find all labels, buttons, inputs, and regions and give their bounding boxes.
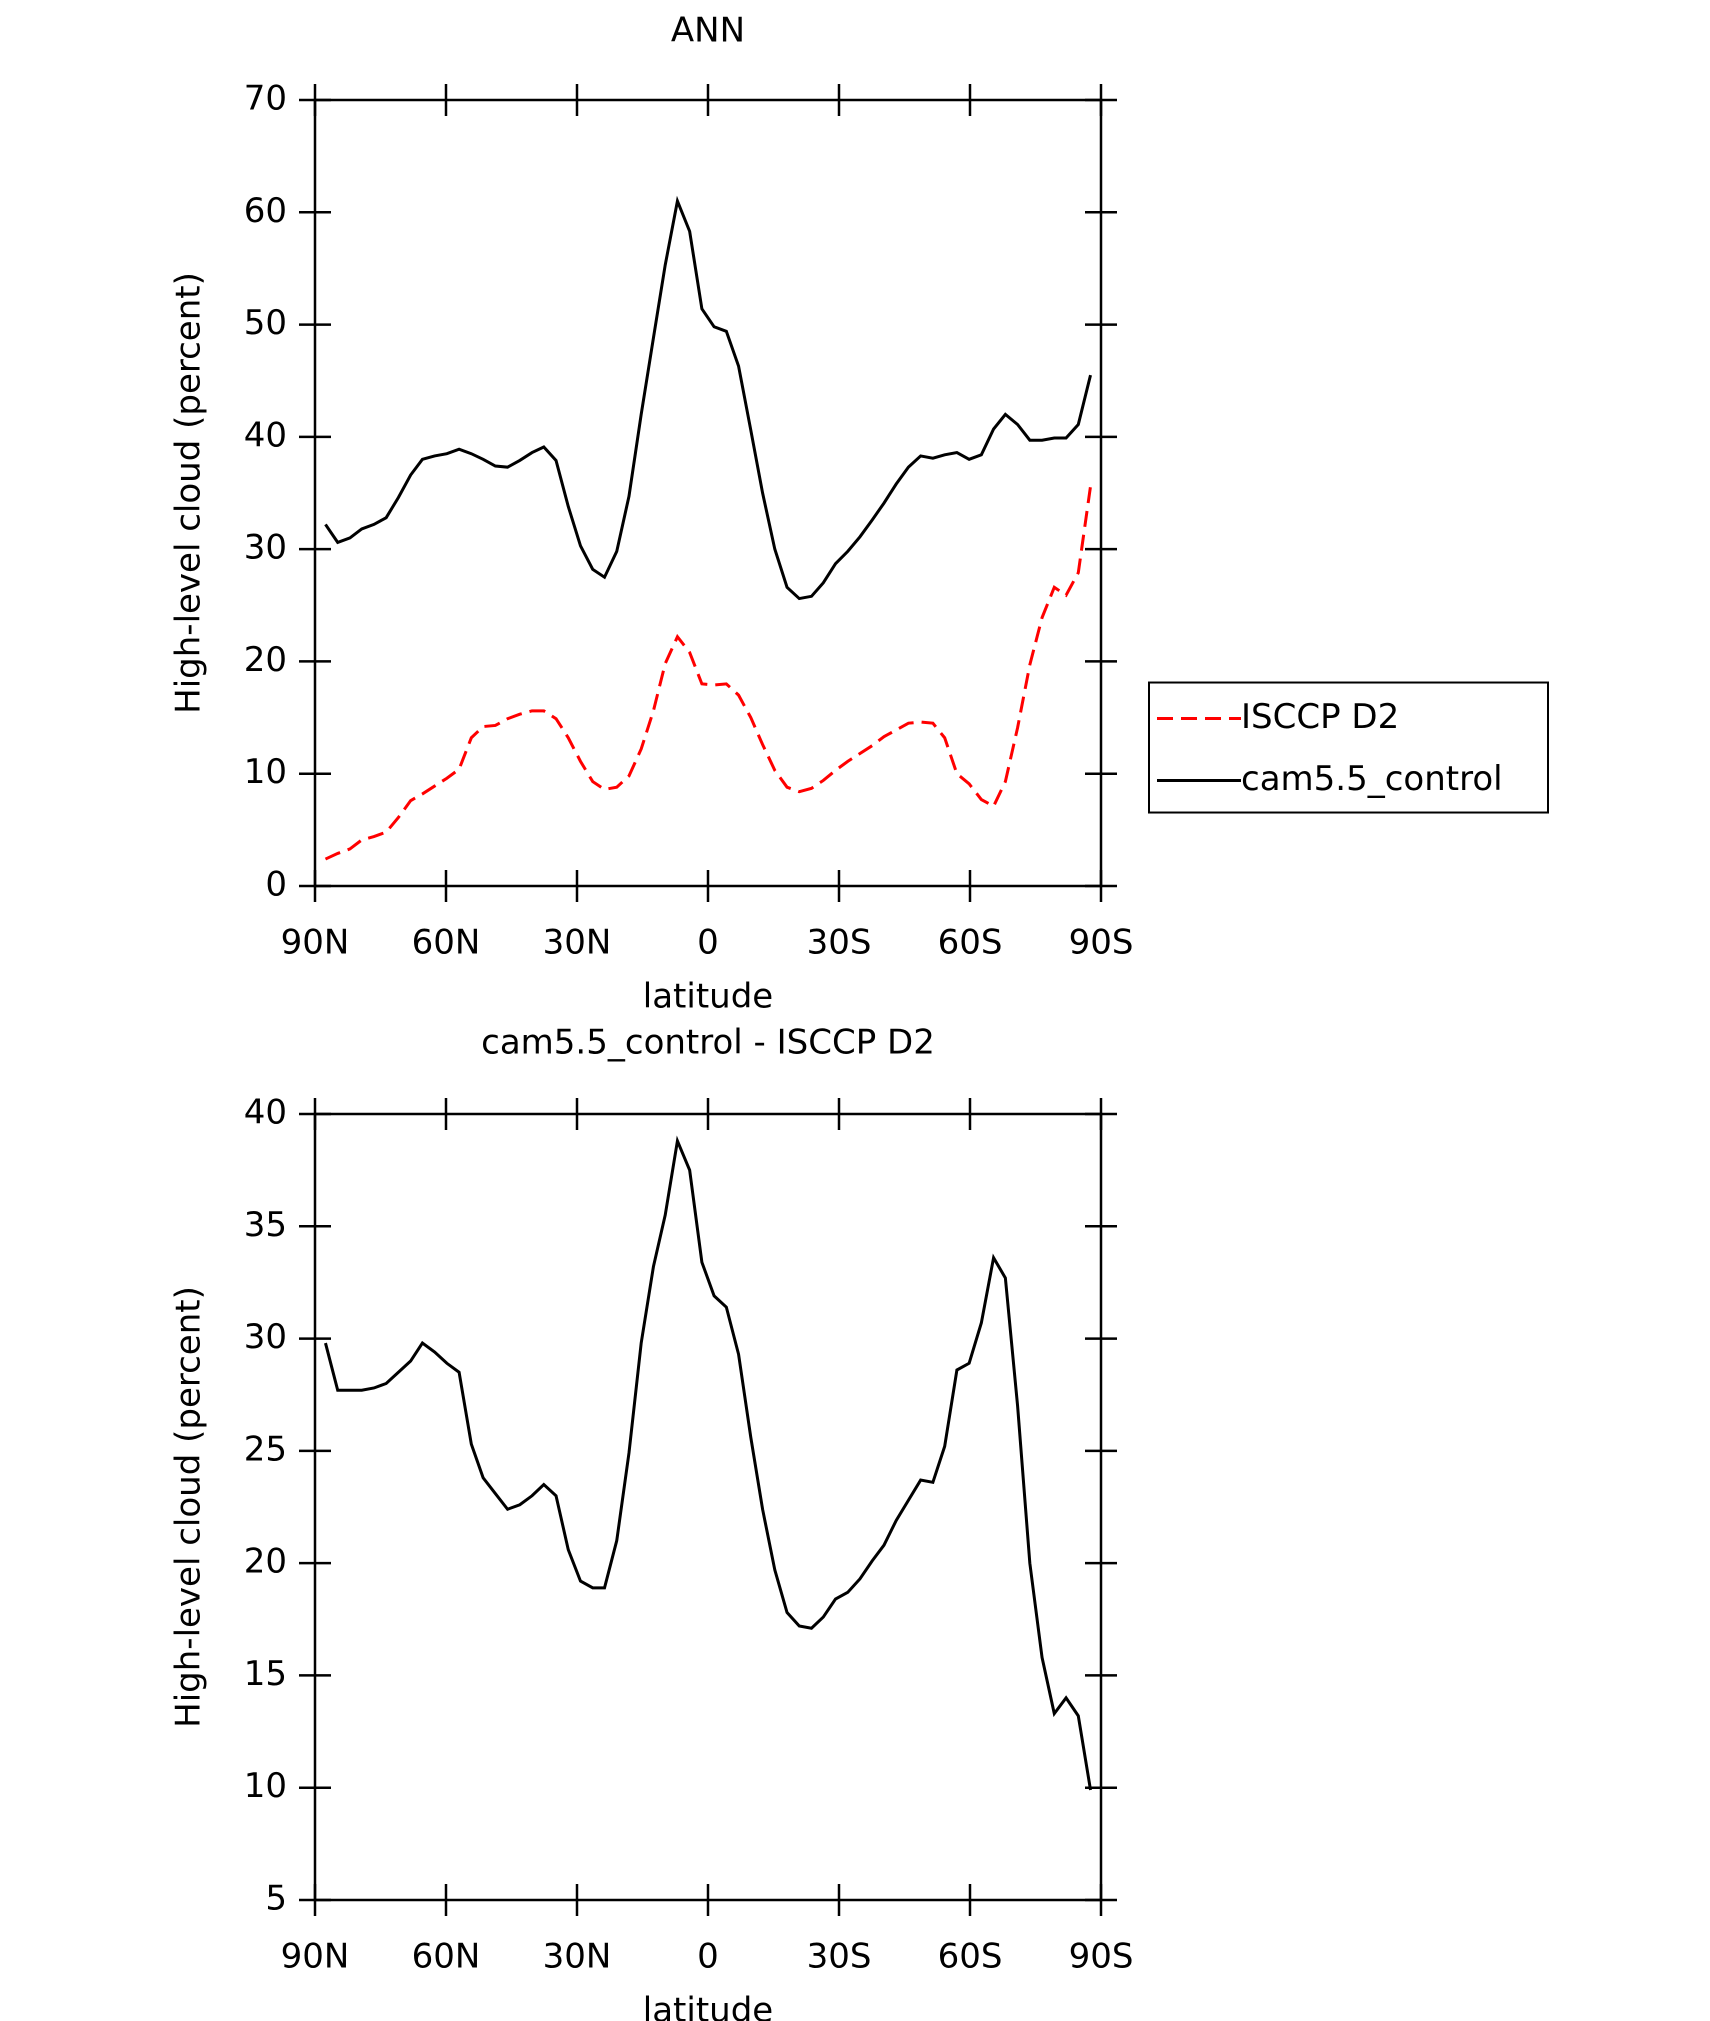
x-tick-label: 90N: [281, 1937, 350, 1977]
x-axis-label: latitude: [643, 1991, 773, 2021]
legend-label: cam5.5_control: [1241, 759, 1503, 799]
x-tick-label: 90N: [281, 923, 350, 963]
y-tick-label: 0: [265, 865, 287, 905]
y-tick-label: 30: [244, 1317, 287, 1357]
data-line: [324, 195, 1092, 601]
y-tick-label: 20: [244, 640, 287, 680]
y-tick-label: 30: [244, 528, 287, 568]
x-tick-label: 60S: [938, 1937, 1003, 1977]
x-tick-label: 60S: [938, 923, 1003, 963]
y-tick-label: 5: [265, 1879, 287, 1919]
legend-frame: [1148, 681, 1549, 814]
x-tick-label: 90S: [1069, 923, 1134, 963]
x-tick-label: 0: [697, 1937, 719, 1977]
x-tick-label: 30N: [543, 923, 612, 963]
data-line: [324, 1135, 1092, 1791]
x-tick-label: 90S: [1069, 1937, 1134, 1977]
x-tick-label: 30S: [807, 1937, 872, 1977]
y-tick-label: 10: [244, 752, 287, 792]
plot-frame: [313, 1112, 1103, 1902]
chart-title: cam5.5_control - ISCCP D2: [481, 1023, 935, 1063]
x-tick-label: 0: [697, 923, 719, 963]
y-axis-label: High-level cloud (percent): [169, 272, 209, 714]
x-tick-label: 60N: [412, 923, 481, 963]
x-tick-label: 60N: [412, 1937, 481, 1977]
data-line: [324, 486, 1093, 861]
x-axis-label: latitude: [643, 977, 773, 1017]
y-tick-label: 60: [244, 191, 287, 231]
y-axis-label: High-level cloud (percent): [169, 1286, 209, 1728]
y-tick-label: 20: [244, 1542, 287, 1582]
y-tick-label: 70: [244, 79, 287, 119]
y-tick-label: 40: [244, 415, 287, 455]
plot-frame: [313, 98, 1103, 888]
y-tick-label: 25: [244, 1429, 287, 1469]
y-tick-label: 15: [244, 1654, 287, 1694]
y-tick-label: 50: [244, 303, 287, 343]
x-tick-label: 30S: [807, 923, 872, 963]
y-tick-label: 40: [244, 1093, 287, 1133]
legend-label: ISCCP D2: [1241, 697, 1399, 737]
legend: ISCCP D2 cam5.5_control: [1148, 681, 1549, 814]
chart-title: ANN: [671, 11, 745, 51]
x-tick-label: 30N: [543, 1937, 612, 1977]
y-tick-label: 10: [244, 1766, 287, 1806]
y-tick-label: 35: [244, 1205, 287, 1245]
